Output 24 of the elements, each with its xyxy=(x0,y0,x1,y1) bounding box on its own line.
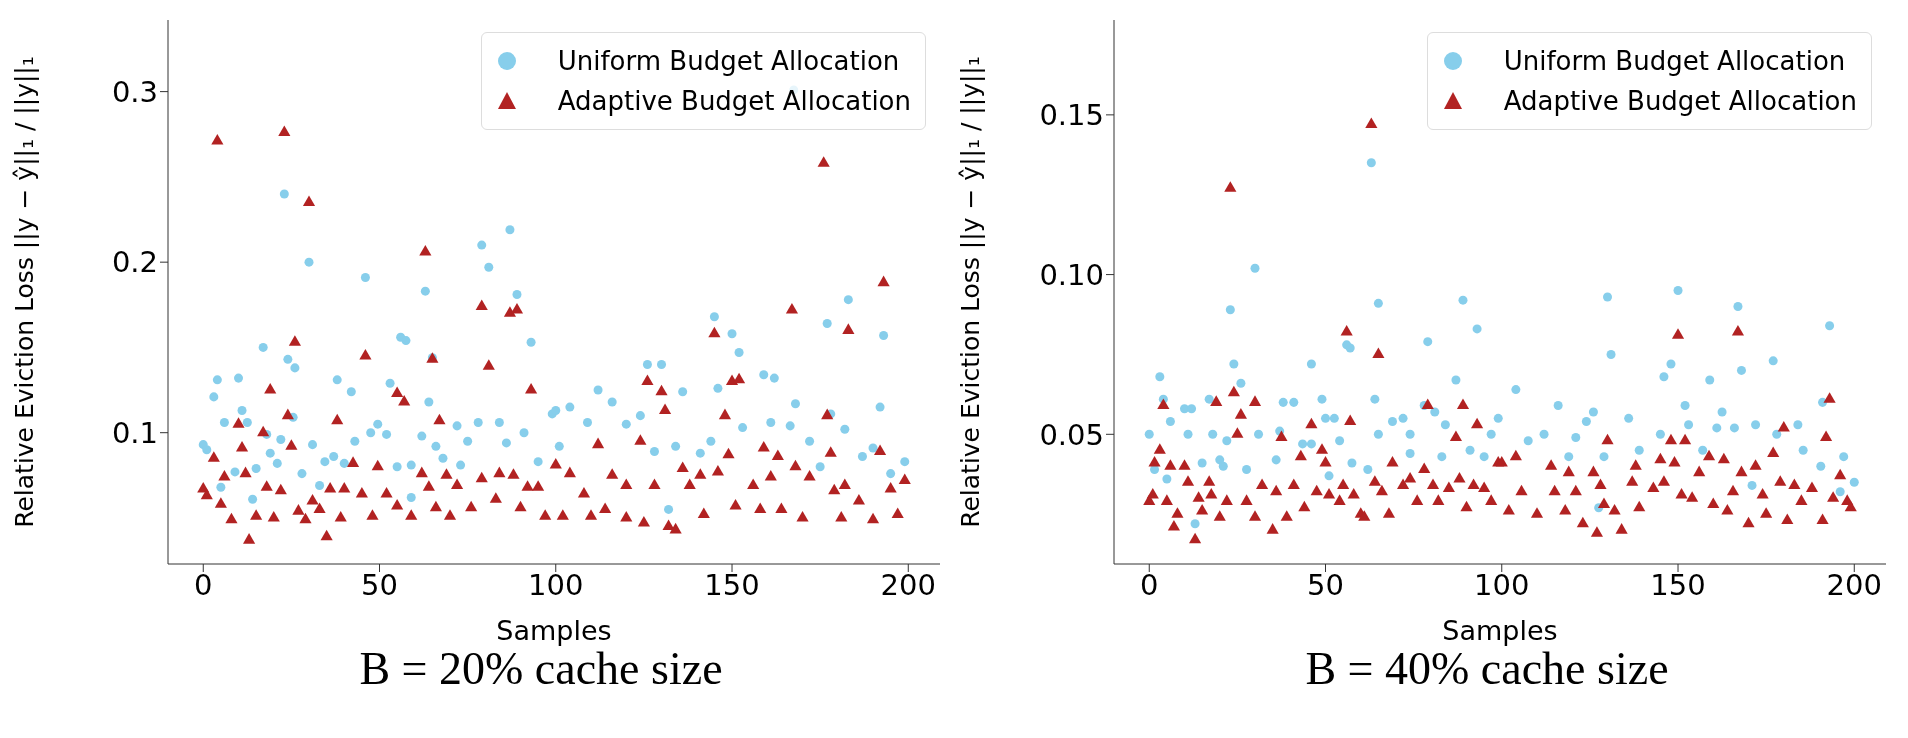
x-axis-title: Samples xyxy=(1442,615,1558,646)
y-axis-title: Relative Eviction Loss ||y − ŷ||₁ / ||y||₁ xyxy=(955,56,985,528)
legend-label: Adaptive Budget Allocation xyxy=(1503,85,1857,118)
x-tick-label: 150 xyxy=(704,567,760,602)
y-tick-label: 0.3 xyxy=(111,74,158,109)
x-tick-label: 200 xyxy=(880,567,936,602)
y-tick-label: 0.15 xyxy=(1039,98,1104,133)
x-tick-label: 50 xyxy=(1307,567,1344,602)
y-axis-title: Relative Eviction Loss ||y − ŷ||₁ / ||y||₁ xyxy=(9,56,39,528)
x-tick-label: 100 xyxy=(528,567,584,602)
legend-label: Uniform Budget Allocation xyxy=(1503,45,1846,78)
x-axis-title: Samples xyxy=(496,615,612,646)
y-tick-label: 0.2 xyxy=(111,245,158,280)
x-tick-label: 0 xyxy=(194,567,213,602)
y-tick-label: 0.05 xyxy=(1039,417,1104,452)
legend-label: Adaptive Budget Allocation xyxy=(557,85,911,118)
y-tick-label: 0.1 xyxy=(111,415,158,450)
x-tick-label: 100 xyxy=(1474,567,1530,602)
x-tick-label: 0 xyxy=(1140,567,1159,602)
x-tick-label: 50 xyxy=(361,567,398,602)
x-tick-label: 150 xyxy=(1650,567,1706,602)
x-tick-label: 200 xyxy=(1826,567,1882,602)
y-tick-label: 0.10 xyxy=(1039,257,1104,292)
legend-label: Uniform Budget Allocation xyxy=(557,45,900,78)
